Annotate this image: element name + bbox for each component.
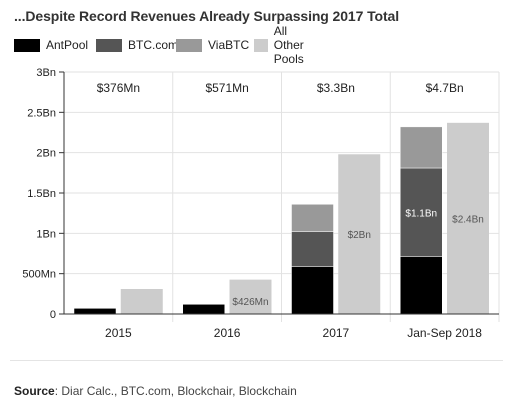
bar-antpool xyxy=(182,304,225,315)
other-pools-bar-label: $2Bn xyxy=(348,230,371,241)
source-note: Source: Diar Calc., BTC.com, Blockchair,… xyxy=(14,384,297,398)
stacked-bar-label: $1.1Bn xyxy=(405,208,437,219)
bar-antpool xyxy=(291,266,334,315)
legend-swatch-antpool xyxy=(14,38,40,52)
x-category-label: 2017 xyxy=(323,326,350,340)
x-category-label: 2016 xyxy=(214,326,241,340)
group-total-label: $4.7Bn xyxy=(426,81,464,95)
other-pools-bar-label: $426Mn xyxy=(232,297,268,308)
y-tick-label: 1Bn xyxy=(36,228,56,240)
legend-item-antpool: AntPool xyxy=(14,38,88,52)
revenue-bar-chart: $376Mn 2015 $426Mn $571Mn 2016 $2Bn $3.3Bn 2017… xyxy=(22,67,500,340)
legend-item-viabtc: ViaBTC xyxy=(176,38,249,52)
legend-swatch-other-pools xyxy=(254,38,268,52)
bar-viabtc xyxy=(291,204,334,232)
y-tick-label: 2Bn xyxy=(36,148,56,160)
legend-label-antpool: AntPool xyxy=(46,38,89,52)
legend-label-btccom: BTC.com xyxy=(128,38,179,52)
bar-viabtc xyxy=(400,126,443,169)
bars-layer xyxy=(73,122,489,315)
bar-antpool xyxy=(400,256,443,315)
source-label: Source xyxy=(14,384,55,398)
legend-swatch-viabtc xyxy=(176,38,202,52)
group-total-label: $571Mn xyxy=(205,81,248,95)
y-tick-label: 2.5Bn xyxy=(27,107,56,119)
bar-all-other-pools xyxy=(120,288,163,314)
axis-layer: 0 500Mn 1Bn 1.5Bn 2Bn 2.5Bn 3Bn xyxy=(22,67,499,321)
source-text: : Diar Calc., BTC.com, Blockchair, Block… xyxy=(54,384,297,398)
legend-item-btccom: BTC.com xyxy=(96,38,178,52)
legend-label-other-pools: All Other Pools xyxy=(273,24,304,66)
y-tick-label: 0 xyxy=(50,309,56,321)
legend-swatch-btccom xyxy=(96,38,122,52)
bar-all-other-pools xyxy=(338,154,381,314)
bar-all-other-pools xyxy=(447,122,489,314)
y-tick-label: 3Bn xyxy=(36,67,56,79)
bar-antpool xyxy=(73,308,117,315)
x-category-label: 2015 xyxy=(105,326,132,340)
footer-divider xyxy=(10,360,503,361)
legend-item-other-pools: All Other Pools xyxy=(254,24,316,66)
bar-btc-com xyxy=(400,167,443,257)
other-pools-bar-label: $2.4Bn xyxy=(452,214,484,225)
y-tick-label: 500Mn xyxy=(22,269,56,281)
x-category-label: Jan-Sep 2018 xyxy=(407,326,482,340)
group-total-label: $3.3Bn xyxy=(317,81,355,95)
bar-btc-com xyxy=(291,231,334,267)
chart-title: ...Despite Record Revenues Already Surpa… xyxy=(14,8,399,24)
y-tick-label: 1.5Bn xyxy=(27,188,56,200)
labels-layer: $376Mn 2015 $426Mn $571Mn 2016 $2Bn $3.3Bn 2017… xyxy=(97,81,484,340)
group-total-label: $376Mn xyxy=(97,81,140,95)
legend-label-viabtc: ViaBTC xyxy=(208,38,250,52)
bar-all-other-pools xyxy=(229,279,272,314)
